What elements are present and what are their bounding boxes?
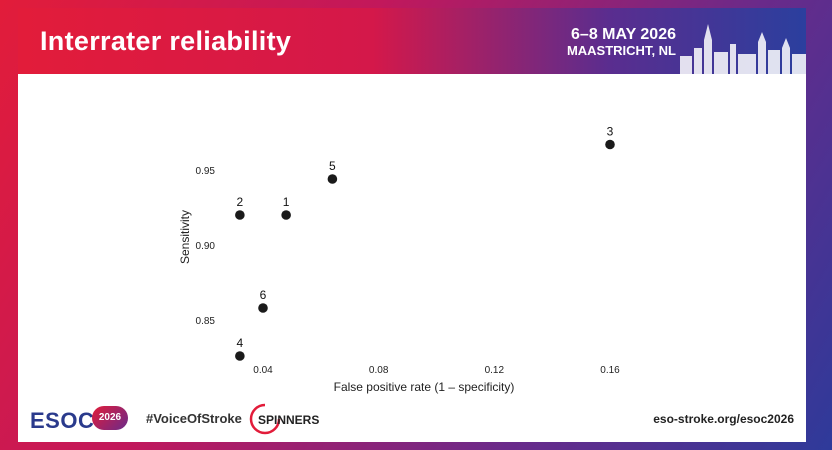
event-place: MAASTRICHT, NL bbox=[566, 43, 676, 58]
data-point bbox=[235, 210, 245, 220]
y-tick-label: 0.95 bbox=[196, 166, 216, 177]
slide-footer: ESOC 2026 #VoiceOfStroke SPINNERS eso-st… bbox=[18, 398, 806, 442]
data-point bbox=[258, 303, 268, 313]
event-dates: 6–8 MAY 2026 bbox=[571, 26, 676, 43]
x-axis-label: False positive rate (1 – specificity) bbox=[334, 380, 515, 394]
data-point bbox=[235, 351, 245, 361]
spinners-logo-icon bbox=[249, 403, 281, 435]
data-point-label: 5 bbox=[329, 159, 336, 173]
slide: Interrater reliability 6–8 MAY 2026 MAAS… bbox=[18, 8, 806, 442]
x-tick-label: 0.04 bbox=[253, 365, 273, 376]
x-tick-label: 0.16 bbox=[600, 365, 620, 376]
data-point-label: 6 bbox=[260, 288, 267, 302]
y-tick-label: 0.85 bbox=[196, 316, 216, 327]
data-point-label: 3 bbox=[607, 125, 614, 139]
data-point-label: 4 bbox=[237, 336, 244, 350]
esoc-year-badge: 2026 bbox=[92, 406, 128, 430]
y-tick-label: 0.90 bbox=[196, 241, 216, 252]
data-point-label: 1 bbox=[283, 195, 290, 209]
slide-header: Interrater reliability 6–8 MAY 2026 MAAS… bbox=[18, 8, 806, 74]
y-axis-label: Sensitivity bbox=[178, 210, 192, 264]
hashtag: #VoiceOfStroke bbox=[146, 411, 242, 426]
x-tick-label: 0.12 bbox=[485, 365, 505, 376]
sponsor-name: SPINNERS bbox=[258, 413, 320, 427]
x-tick-label: 0.08 bbox=[369, 365, 389, 376]
data-point-label: 2 bbox=[237, 195, 244, 209]
data-point bbox=[281, 210, 291, 220]
conference-url: eso-stroke.org/esoc2026 bbox=[653, 412, 794, 426]
axes: 0.04 0.08 0.12 0.16 0.85 0.90 0.95 False positi… bbox=[178, 166, 620, 394]
data-points: 1 2 3 4 5 6 bbox=[235, 125, 615, 361]
esoc-logo: ESOC bbox=[30, 408, 95, 433]
slide-title: Interrater reliability bbox=[40, 26, 292, 56]
data-point bbox=[605, 139, 615, 150]
city-skyline-icon bbox=[680, 24, 806, 74]
scatter-chart: 0.04 0.08 0.12 0.16 0.85 0.90 0.95 False positi… bbox=[178, 125, 620, 395]
data-point bbox=[327, 174, 338, 184]
event-info: 6–8 MAY 2026 MAASTRICHT, NL bbox=[567, 26, 676, 58]
